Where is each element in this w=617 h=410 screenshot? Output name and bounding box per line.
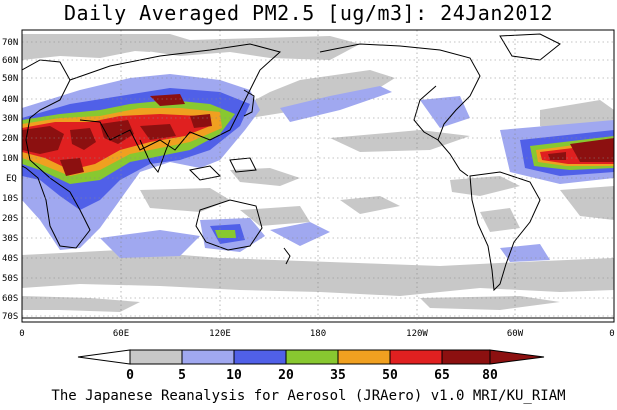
lat-label: 60S [2, 294, 18, 304]
colorbar-label: 20 [278, 368, 294, 383]
colorbar-label: 65 [434, 368, 450, 383]
lat-label: 70S [2, 312, 18, 322]
lon-label: 180 [310, 329, 326, 339]
colorbar-segment-2 [181, 349, 235, 365]
colorbar-label: 80 [482, 368, 498, 383]
lat-label: EQ [6, 174, 17, 184]
lat-label: 60N [2, 56, 18, 66]
lat-label: 40S [2, 254, 18, 264]
map-frame [21, 29, 615, 323]
lon-label: 0 [19, 329, 24, 339]
lat-label: 70N [2, 38, 18, 48]
colorbar-segment-7 [441, 349, 491, 365]
colorbar-segment-1 [129, 349, 183, 365]
colorbar-labels: 0 5 10 20 35 50 65 80 [126, 368, 498, 383]
colorbar-segment-0 [77, 349, 131, 365]
lat-label: 20S [2, 214, 18, 224]
colorbar-segment-3 [233, 349, 287, 365]
colorbar-segment-6 [389, 349, 443, 365]
lat-label: 30S [2, 234, 18, 244]
colorbar-segment-5 [337, 349, 391, 365]
longitude-labels: 0 60E 120E 180 120W 60W 0 [19, 329, 614, 339]
lon-label: 120W [406, 329, 428, 339]
map-title: Daily Averaged PM2.5 [ug/m3]: 24Jan2012 [63, 1, 554, 25]
lon-label: 0 [609, 329, 614, 339]
graticule [22, 30, 614, 322]
lat-label: 30N [2, 114, 18, 124]
colorbar [77, 349, 545, 365]
lon-label: 60W [507, 329, 524, 339]
lat-label: 50N [2, 74, 18, 84]
colorbar-label: 5 [178, 368, 186, 383]
lon-label: 120E [209, 329, 231, 339]
colorbar-segment-4 [285, 349, 339, 365]
colorbar-label: 0 [126, 368, 134, 383]
lat-label: 10N [2, 154, 18, 164]
lat-label: 40N [2, 95, 18, 105]
lon-label: 60E [113, 329, 129, 339]
footer-credit: The Japanese Reanalysis for Aerosol (JRA… [51, 388, 566, 404]
latitude-labels: 70N 60N 50N 40N 30N 20N 10N EQ 10S 20S 3… [2, 38, 18, 322]
colorbar-label: 50 [382, 368, 398, 383]
lat-label: 50S [2, 274, 18, 284]
colorbar-label: 35 [330, 368, 346, 383]
colorbar-segment-8 [489, 349, 545, 365]
lat-label: 10S [2, 194, 18, 204]
lat-label: 20N [2, 134, 18, 144]
colorbar-label: 10 [226, 368, 242, 383]
